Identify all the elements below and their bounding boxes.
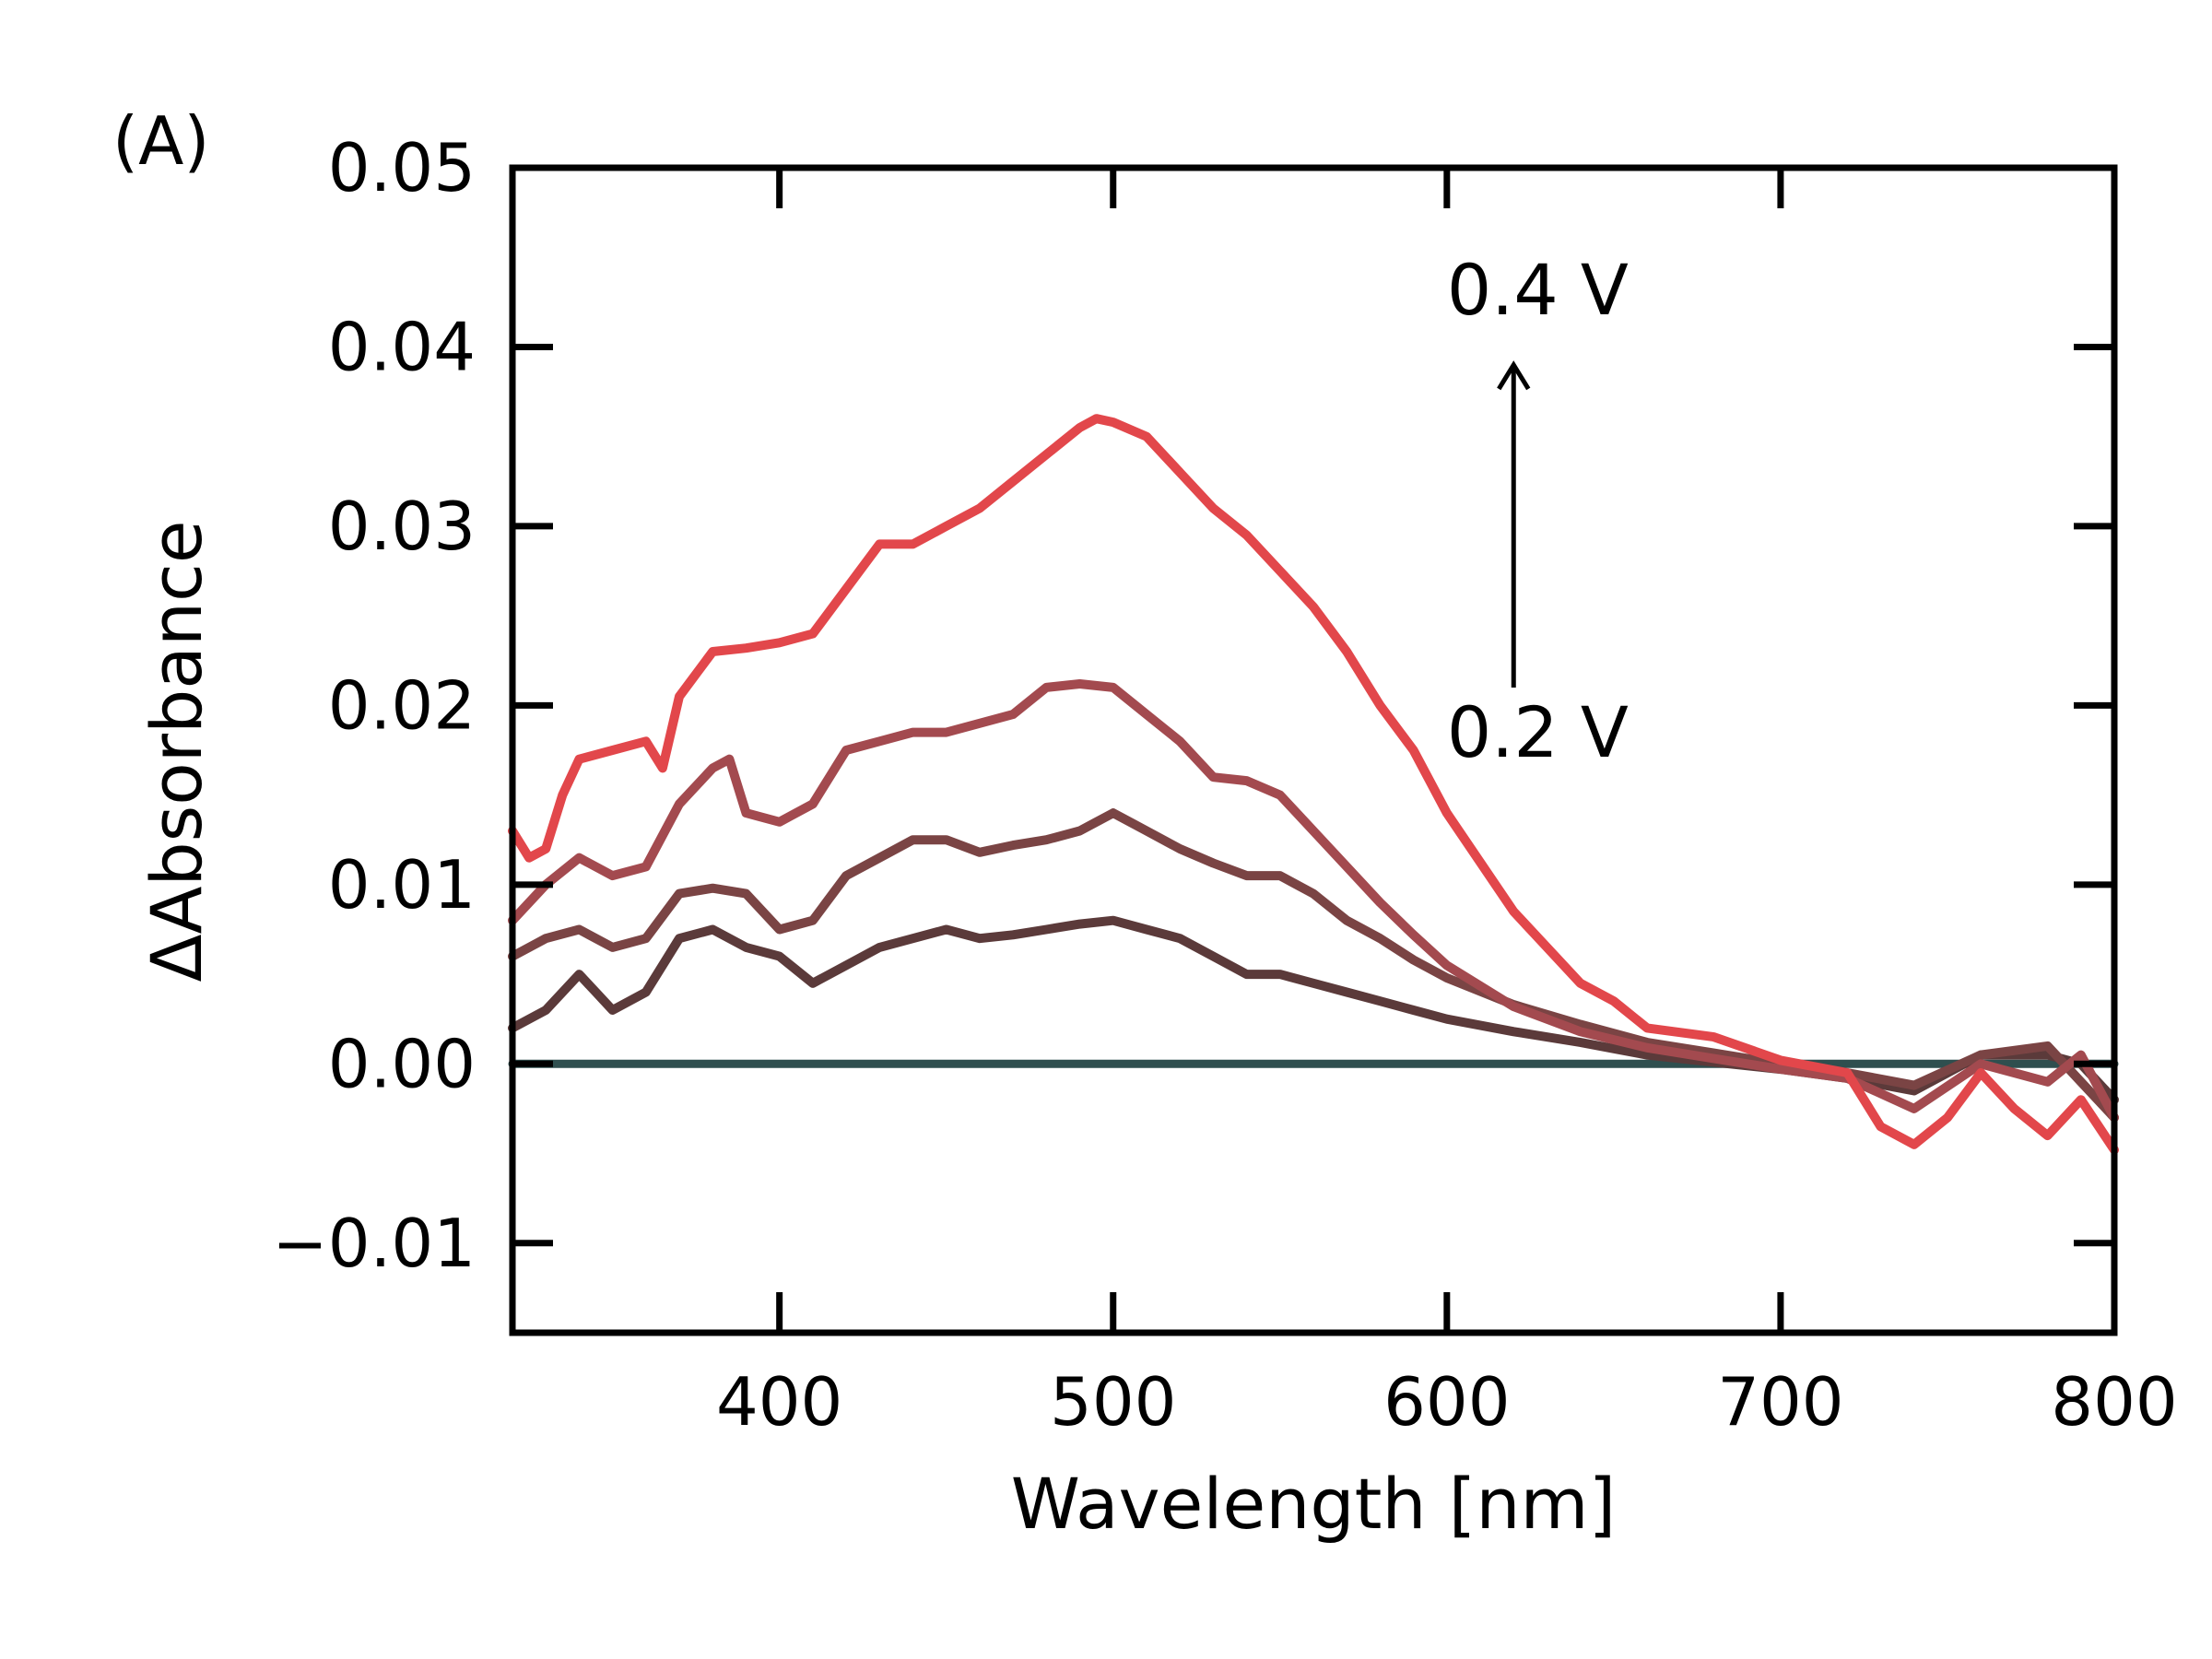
y-tick-label: 0.01 <box>328 846 476 924</box>
series-line-4 <box>508 414 2119 1155</box>
annotation-group: 0.4 V 0.2 V <box>1447 249 1629 773</box>
series-line-1 <box>508 915 2119 1105</box>
x-tick-label: 600 <box>1383 1363 1510 1441</box>
series-line-2 <box>508 808 2119 1123</box>
y-tick-label: 0.05 <box>328 129 476 206</box>
annotation-top-label: 0.4 V <box>1447 249 1629 331</box>
series-group <box>508 414 2119 1155</box>
x-tick-label: 500 <box>1050 1363 1176 1441</box>
x-axis-title: Wavelength [nm] <box>1011 1463 1617 1545</box>
x-tick-label: 700 <box>1717 1363 1843 1441</box>
panel-label: (A) <box>112 102 209 180</box>
y-tick-label: −0.01 <box>272 1205 476 1282</box>
series-line-3 <box>508 679 2119 1123</box>
x-tick-label: 400 <box>716 1363 842 1441</box>
y-tick-label: 0.04 <box>328 308 476 385</box>
x-tick-label: 800 <box>2051 1363 2177 1441</box>
y-axis-title: ΔAbsorbance <box>135 520 218 982</box>
annotation-arrow-head <box>1497 360 1531 391</box>
y-tick-label: 0.03 <box>328 488 476 565</box>
y-tick-label: 0.02 <box>328 666 476 744</box>
annotation-bottom-label: 0.2 V <box>1447 691 1629 773</box>
y-tick-label: 0.00 <box>328 1025 476 1102</box>
plot-frame <box>509 164 2118 1336</box>
ticks-group: 400 500 600 700 800 −0.01 0.00 0.01 0.02 0.03 0.04… <box>272 129 2177 1441</box>
